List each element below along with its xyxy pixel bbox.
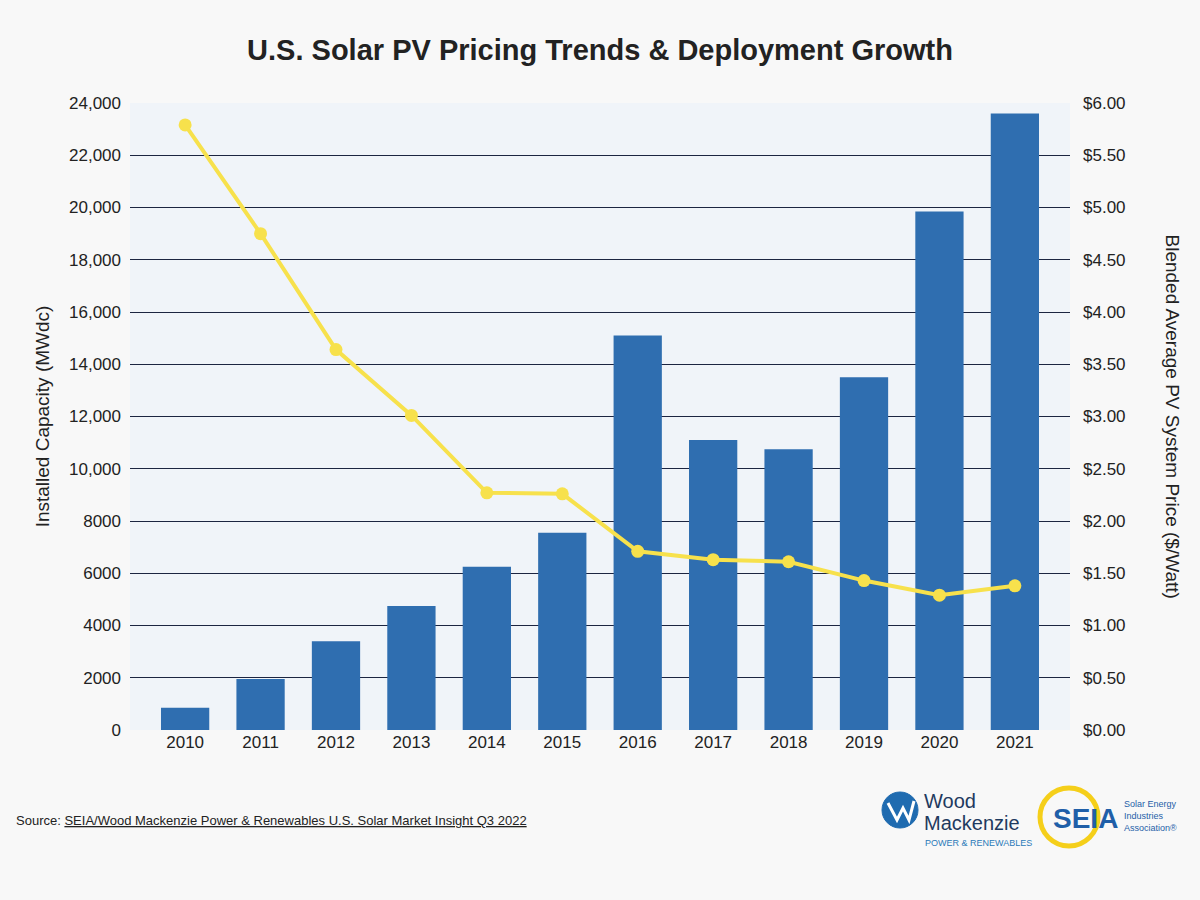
svg-text:2018: 2018 [770, 733, 808, 752]
svg-text:10,000: 10,000 [69, 460, 121, 479]
svg-text:U.S. Solar PV Pricing Trends &: U.S. Solar PV Pricing Trends & Deploymen… [247, 34, 953, 66]
svg-text:$3.50: $3.50 [1083, 355, 1126, 374]
svg-text:2016: 2016 [619, 733, 657, 752]
svg-text:Solar Energy: Solar Energy [1124, 799, 1177, 809]
svg-text:Industries: Industries [1124, 811, 1164, 821]
svg-text:$1.00: $1.00 [1083, 616, 1126, 635]
svg-text:$5.50: $5.50 [1083, 146, 1126, 165]
svg-text:2012: 2012 [317, 733, 355, 752]
svg-text:2011: 2011 [242, 733, 279, 752]
svg-text:Blended Average PV System Pric: Blended Average PV System Price ($/Watt) [1162, 235, 1183, 599]
svg-text:2019: 2019 [845, 733, 883, 752]
svg-text:8000: 8000 [83, 512, 121, 531]
svg-text:$0.50: $0.50 [1083, 669, 1126, 688]
svg-text:Mackenzie: Mackenzie [924, 812, 1020, 834]
svg-text:$4.50: $4.50 [1083, 251, 1126, 270]
svg-text:2014: 2014 [468, 733, 506, 752]
svg-text:$1.50: $1.50 [1083, 564, 1126, 583]
svg-text:12,000: 12,000 [69, 407, 121, 426]
svg-text:$2.50: $2.50 [1083, 460, 1126, 479]
svg-text:22,000: 22,000 [69, 146, 121, 165]
svg-text:18,000: 18,000 [69, 251, 121, 270]
svg-text:2013: 2013 [393, 733, 431, 752]
svg-text:POWER & RENEWABLES: POWER & RENEWABLES [925, 838, 1032, 848]
svg-text:$0.00: $0.00 [1083, 721, 1126, 740]
svg-text:20,000: 20,000 [69, 198, 121, 217]
svg-text:SEIA: SEIA [1053, 803, 1118, 834]
svg-text:Source: SEIA/Wood Mackenzie Po: Source: SEIA/Wood Mackenzie Power & Rene… [16, 813, 527, 828]
svg-text:2020: 2020 [921, 733, 959, 752]
svg-text:$5.00: $5.00 [1083, 198, 1126, 217]
svg-text:4000: 4000 [83, 616, 121, 635]
svg-text:$6.00: $6.00 [1083, 94, 1126, 113]
svg-text:14,000: 14,000 [69, 355, 121, 374]
svg-text:Association®: Association® [1124, 823, 1177, 833]
svg-text:2017: 2017 [694, 733, 732, 752]
svg-text:2015: 2015 [543, 733, 581, 752]
svg-text:2010: 2010 [166, 733, 204, 752]
svg-text:0: 0 [112, 721, 121, 740]
svg-text:16,000: 16,000 [69, 303, 121, 322]
svg-text:$3.00: $3.00 [1083, 407, 1126, 426]
svg-text:$2.00: $2.00 [1083, 512, 1126, 531]
svg-text:2000: 2000 [83, 669, 121, 688]
svg-text:Installed Capacity (MWdc): Installed Capacity (MWdc) [32, 306, 53, 528]
svg-text:2021: 2021 [996, 733, 1034, 752]
svg-text:Wood: Wood [924, 790, 976, 812]
svg-text:24,000: 24,000 [69, 94, 121, 113]
svg-text:6000: 6000 [83, 564, 121, 583]
svg-text:$4.00: $4.00 [1083, 303, 1126, 322]
